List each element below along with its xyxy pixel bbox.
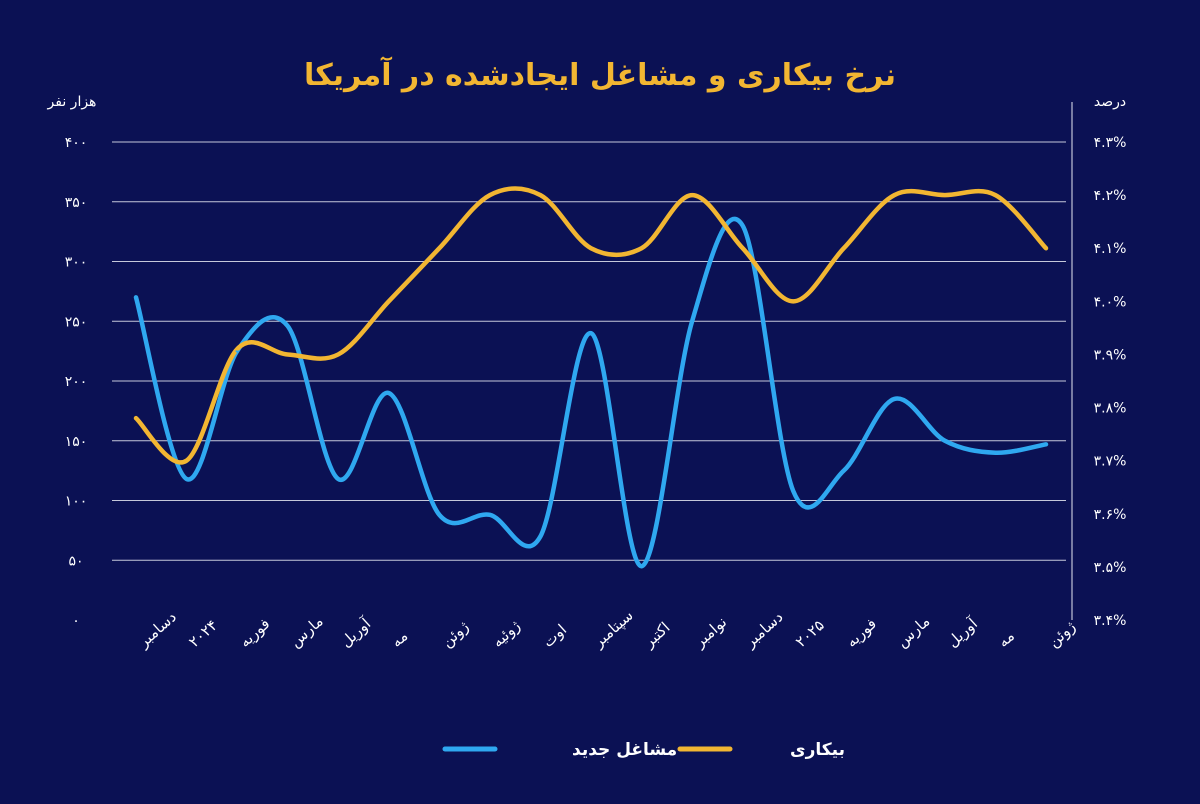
x-tick-label: مه (387, 627, 411, 651)
data-point-unemployment (640, 246, 644, 250)
x-tick-label: آوریل (337, 614, 375, 651)
data-point-jobs (336, 477, 340, 481)
x-tick-label: ۲۰۲۵ (792, 616, 828, 651)
y-tick-label-right: ۳.۵% (1094, 560, 1127, 576)
x-tick-label: ژوئن (1045, 617, 1079, 651)
data-point-unemployment (437, 246, 441, 250)
y-tick-label-left: ۲۵۰ (65, 314, 88, 330)
y-tick-label-right: ۳.۴% (1094, 613, 1127, 629)
series-line-unemployment (133, 186, 1049, 465)
x-tick-label: ژوئیه (489, 617, 524, 651)
y-axis-label-left: هزار نفر (47, 94, 97, 110)
x-tick-label: فوریه (842, 615, 880, 651)
y-tick-label-right: ۴.۲% (1094, 188, 1127, 204)
data-point-unemployment (842, 246, 846, 250)
x-tick-label: سپتامبر (589, 606, 637, 652)
x-tick-label: ژوئن (438, 617, 472, 651)
data-point-jobs (185, 477, 189, 481)
y-tick-label-left: ۳۵۰ (65, 195, 88, 211)
x-tick-label: دسامبر (741, 608, 787, 652)
data-point-jobs (892, 397, 896, 401)
data-point-unemployment (235, 347, 239, 351)
data-point-jobs (690, 319, 694, 323)
data-point-jobs (134, 295, 138, 299)
y-tick-label-left: ۲۰۰ (65, 374, 88, 390)
y-tick-label-right: ۴.۰% (1094, 294, 1127, 310)
data-point-unemployment (589, 246, 593, 250)
data-point-unemployment (892, 193, 896, 197)
legend-label-jobs: مشاغل جدید (572, 740, 677, 760)
x-tick-label: دسامبر (134, 608, 180, 652)
y-tick-label-right: ۳.۹% (1094, 347, 1127, 363)
y-tick-label-left: ۴۰۰ (65, 135, 88, 151)
data-point-jobs (640, 564, 644, 568)
data-point-unemployment (943, 193, 947, 197)
data-point-unemployment (286, 352, 290, 356)
data-point-unemployment (336, 352, 340, 356)
data-point-unemployment (185, 459, 189, 463)
data-point-jobs (741, 224, 745, 228)
y-tick-label-left: ۰ (72, 613, 80, 629)
y-tick-label-left: ۵۰ (68, 553, 83, 569)
chart-title: نرخ بیکاری و مشاغل ایجادشده در آمریکا (304, 56, 896, 93)
data-point-unemployment (741, 246, 745, 250)
data-point-jobs (943, 439, 947, 443)
data-point-unemployment (538, 193, 542, 197)
y-tick-label-right: ۳.۶% (1094, 507, 1127, 523)
x-tick-label: اکتبر (639, 618, 673, 651)
y-tick-label-left: ۳۰۰ (65, 255, 88, 271)
x-tick-label: اوت (539, 621, 570, 651)
data-point-jobs (538, 534, 542, 538)
x-tick-label: ۲۰۲۴ (185, 616, 221, 651)
data-point-unemployment (690, 193, 694, 197)
data-point-unemployment (488, 193, 492, 197)
grid-layer (112, 141, 1066, 561)
y-tick-label-right: ۳.۸% (1094, 401, 1127, 417)
data-point-jobs (993, 451, 997, 455)
data-point-jobs (387, 391, 391, 395)
y-tick-label-right: ۴.۱% (1094, 241, 1127, 257)
data-point-unemployment (134, 416, 138, 420)
x-tick-label: نوامبر (690, 613, 730, 652)
x-tick-label: فوریه (236, 615, 274, 651)
data-point-unemployment (1044, 246, 1048, 250)
data-point-jobs (842, 469, 846, 473)
data-point-jobs (1044, 442, 1048, 446)
y-tick-label-left: ۱۰۰ (65, 494, 88, 510)
x-tick-label: مارس (286, 612, 326, 651)
series-layer (133, 186, 1049, 569)
data-point-jobs (286, 324, 290, 328)
series-line-jobs (133, 216, 1049, 569)
data-point-jobs (437, 513, 441, 517)
x-tick-label: آوریل (944, 614, 982, 651)
x-tick-label: مه (994, 627, 1018, 651)
x-tick-label: مارس (893, 612, 933, 651)
y-tick-label-right: ۳.۷% (1094, 454, 1127, 470)
legend: مشاغل جدید بیکاری (442, 740, 845, 760)
y-axis-label-right: درصد (1094, 94, 1126, 110)
legend-label-unemployment: بیکاری (790, 740, 845, 760)
data-point-jobs (589, 331, 593, 335)
data-point-unemployment (993, 193, 997, 197)
data-point-jobs (488, 513, 492, 517)
y-tick-label-left: ۱۵۰ (65, 434, 88, 450)
data-point-jobs (791, 489, 795, 493)
y-tick-label-right: ۴.۳% (1094, 135, 1127, 151)
data-point-unemployment (387, 299, 391, 303)
data-point-unemployment (791, 299, 795, 303)
